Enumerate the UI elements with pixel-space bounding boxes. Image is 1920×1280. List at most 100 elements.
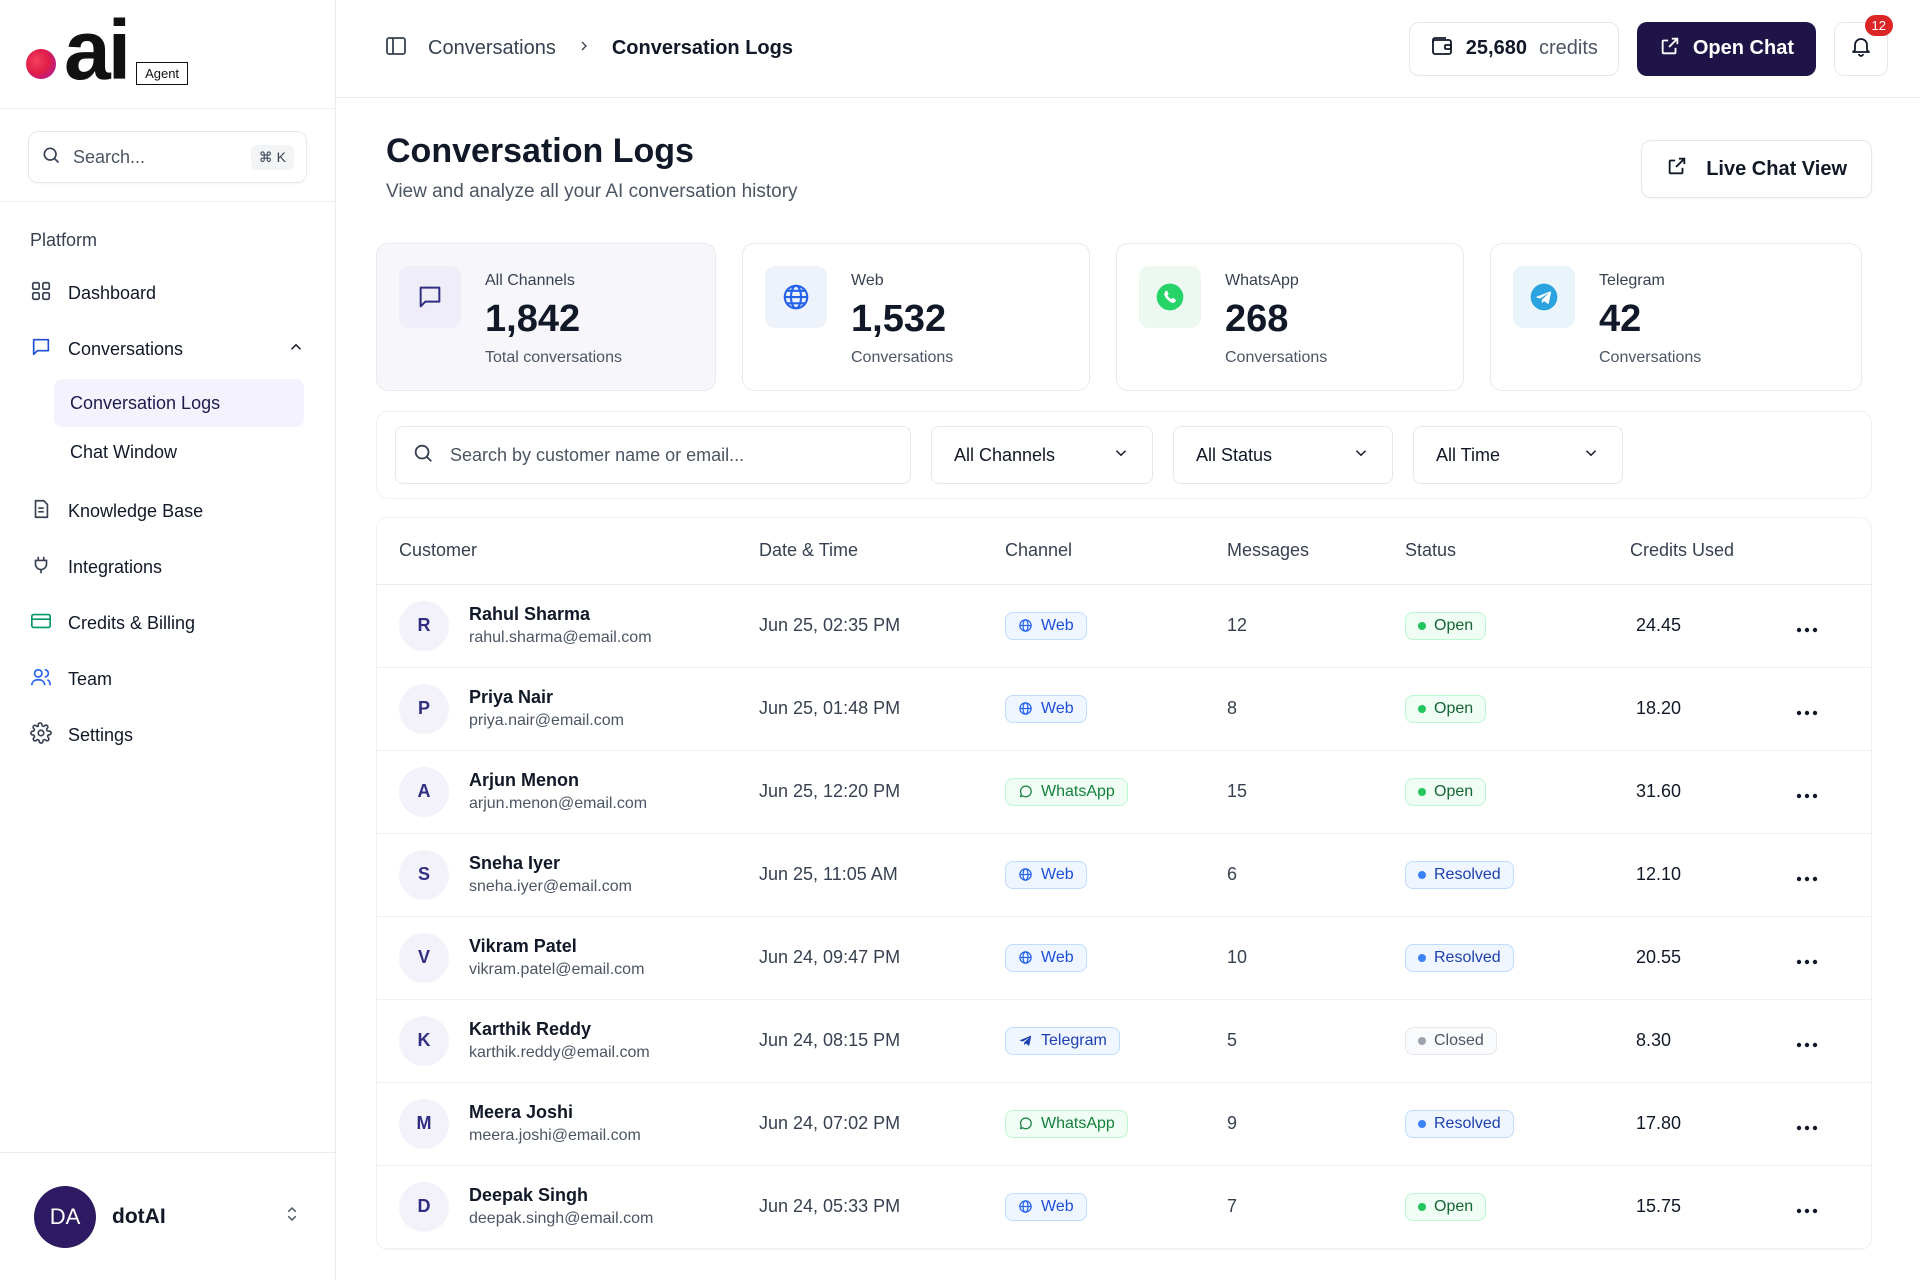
plug-icon (30, 554, 52, 581)
brand-dot (26, 49, 56, 79)
stat-label: All Channels (485, 272, 575, 289)
message-count: 5 (1227, 999, 1405, 1083)
credits-value: 25,680 (1465, 37, 1527, 59)
sidebar-search[interactable]: Search... ⌘ K (28, 131, 307, 183)
table-row[interactable]: A Arjun Menon arjun.menon@email.com Jun 25,… (377, 750, 1871, 834)
column-header-credits[interactable]: Credits Used (1630, 518, 1796, 585)
status-badge: Open (1405, 611, 1487, 640)
status-dot (1418, 621, 1426, 630)
customer-avatar: V (399, 932, 449, 983)
status-label: Open (1434, 699, 1474, 717)
channel-filter-select[interactable]: All Channels (931, 426, 1153, 484)
channel-badge: WhatsApp (1005, 777, 1128, 806)
column-header-actions (1796, 518, 1871, 585)
table-header-row: Customer Date & Time Channel Messages St… (377, 518, 1871, 585)
more-actions-icon[interactable] (1796, 862, 1818, 887)
table-row[interactable]: R Rahul Sharma rahul.sharma@email.com Jun 2… (377, 584, 1871, 668)
sidebar: ai Agent Search... ⌘ K Platform Dashboar… (0, 0, 336, 1280)
customer-search-placeholder: Search by customer name or email... (450, 444, 745, 465)
channel-label: Web (1041, 865, 1074, 883)
status-badge: Resolved (1405, 943, 1514, 972)
sidebar-item-label: Settings (68, 724, 134, 745)
table-row[interactable]: M Meera Joshi meera.joshi@email.com Jun 24,… (377, 1082, 1871, 1166)
live-chat-view-label: Live Chat View (1706, 157, 1847, 180)
open-chat-label: Open Chat (1692, 37, 1794, 59)
conversation-datetime: Jun 25, 12:20 PM (759, 750, 1005, 834)
table-row[interactable]: S Sneha Iyer sneha.iyer@email.com Jun 25, 1… (377, 833, 1871, 917)
channel-badge: Telegram (1005, 1026, 1120, 1055)
main-area: Conversations Conversation Logs 25,680 c… (336, 0, 1920, 1280)
page-title: Conversation Logs (386, 132, 694, 170)
chevron-up-icon[interactable] (287, 338, 305, 361)
table-row[interactable]: V Vikram Patel vikram.patel@email.com Jun 2… (377, 916, 1871, 1000)
sidebar-item-conversations[interactable]: Conversations (30, 321, 305, 377)
status-label: Open (1434, 1197, 1474, 1215)
column-header-messages[interactable]: Messages (1227, 518, 1405, 585)
sidebar-item-chat-window[interactable]: Chat Window (70, 441, 178, 462)
chevron-up-down-icon[interactable] (283, 1203, 301, 1230)
stat-card-web[interactable]: Web 1,532 Conversations (742, 243, 1090, 391)
sidebar-item-integrations[interactable]: Integrations (30, 539, 305, 595)
column-header-status[interactable]: Status (1405, 518, 1630, 585)
credits-balance[interactable]: 25,680 credits (1408, 21, 1619, 76)
stat-sub: Conversations (1599, 349, 1702, 366)
page-subtitle: View and analyze all your AI conversatio… (386, 181, 798, 202)
more-actions-icon[interactable] (1796, 779, 1818, 804)
column-header-datetime[interactable]: Date & Time (759, 518, 1005, 585)
more-actions-icon[interactable] (1796, 1111, 1818, 1136)
sidebar-nav: Platform Dashboard Conversations Convers… (0, 202, 335, 1152)
notifications-button[interactable]: 12 (1834, 14, 1893, 76)
status-label: Open (1434, 616, 1474, 634)
credits-used: 8.30 (1630, 999, 1796, 1083)
sidebar-search-placeholder: Search... (73, 146, 146, 167)
stat-label: WhatsApp (1225, 272, 1299, 289)
customer-search-input[interactable]: Search by customer name or email... (395, 426, 911, 484)
column-header-channel[interactable]: Channel (1005, 518, 1227, 585)
sidebar-item-knowledge-base[interactable]: Knowledge Base (30, 483, 305, 539)
live-chat-view-button[interactable]: Live Chat View (1641, 140, 1872, 198)
customer-avatar: D (399, 1181, 449, 1232)
customer-email: karthik.reddy@email.com (469, 1044, 650, 1061)
wallet-icon (1430, 34, 1454, 64)
breadcrumb-parent[interactable]: Conversations (428, 37, 556, 59)
sidebar-item-team[interactable]: Team (30, 651, 305, 707)
sidebar-item-conversation-logs[interactable]: Conversation Logs (54, 379, 304, 427)
credits-used: 24.45 (1630, 584, 1796, 668)
more-actions-icon[interactable] (1796, 945, 1818, 970)
sidebar-item-dashboard[interactable]: Dashboard (30, 265, 305, 321)
table-row[interactable]: D Deepak Singh deepak.singh@email.com Jun 2… (377, 1165, 1871, 1249)
column-header-customer[interactable]: Customer (377, 518, 759, 585)
time-filter-select[interactable]: All Time (1413, 426, 1623, 484)
more-actions-icon[interactable] (1796, 696, 1818, 721)
channel-label: WhatsApp (1041, 782, 1115, 800)
sidebar-item-credits-billing[interactable]: Credits & Billing (30, 595, 305, 651)
status-filter-select[interactable]: All Status (1173, 426, 1393, 484)
globe-icon (1018, 867, 1033, 882)
customer-avatar: P (399, 683, 449, 734)
customer-avatar: K (399, 1015, 449, 1066)
open-chat-button[interactable]: Open Chat (1636, 21, 1816, 76)
more-actions-icon[interactable] (1796, 613, 1818, 638)
table-row[interactable]: K Karthik Reddy karthik.reddy@email.com Jun… (377, 999, 1871, 1083)
channel-badge: Web (1005, 860, 1087, 889)
globe-icon (765, 266, 827, 328)
table-row[interactable]: P Priya Nair priya.nair@email.com Jun 25, 0… (377, 667, 1871, 751)
stat-card-telegram[interactable]: Telegram 42 Conversations (1490, 243, 1862, 391)
more-actions-icon[interactable] (1796, 1194, 1818, 1219)
users-icon (30, 666, 52, 693)
status-badge: Resolved (1405, 1109, 1514, 1138)
stat-card-whatsapp[interactable]: WhatsApp 268 Conversations (1116, 243, 1464, 391)
stat-card-all-channels[interactable]: All Channels 1,842 Total conversations (376, 243, 716, 391)
customer-email: arjun.menon@email.com (469, 795, 648, 812)
chevron-down-icon (1582, 444, 1600, 467)
sidebar-item-label: Team (68, 668, 113, 689)
user-menu[interactable]: DA dotAI (0, 1152, 335, 1280)
more-actions-icon[interactable] (1796, 1028, 1818, 1053)
credits-used: 20.55 (1630, 916, 1796, 1000)
sidebar-toggle-icon[interactable] (384, 34, 408, 64)
message-count: 6 (1227, 833, 1405, 917)
sidebar-item-label: Knowledge Base (68, 500, 204, 521)
brand-logo[interactable]: ai Agent (0, 0, 335, 108)
sidebar-item-settings[interactable]: Settings (30, 707, 305, 763)
sidebar-item-label: Integrations (68, 556, 163, 577)
